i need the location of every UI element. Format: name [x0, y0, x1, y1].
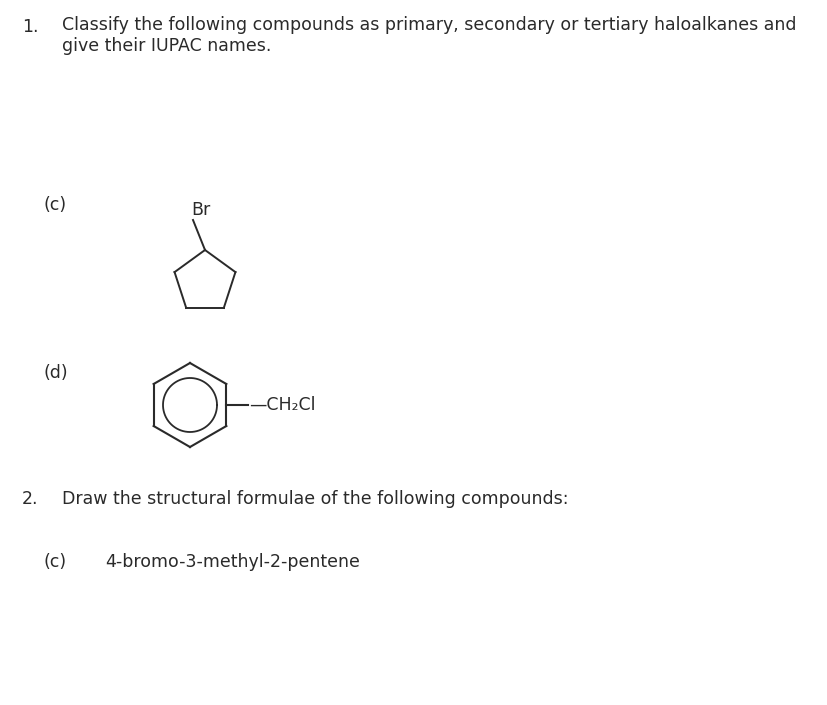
- Text: (d): (d): [44, 364, 69, 382]
- Text: 2.: 2.: [22, 490, 38, 508]
- Text: Br: Br: [191, 201, 210, 219]
- Text: 1.: 1.: [22, 18, 38, 36]
- Text: (c): (c): [44, 196, 67, 214]
- Text: give their IUPAC names.: give their IUPAC names.: [62, 37, 271, 55]
- Text: Classify the following compounds as primary, secondary or tertiary haloalkanes a: Classify the following compounds as prim…: [62, 16, 796, 34]
- Text: (c): (c): [44, 553, 67, 571]
- Text: Draw the structural formulae of the following compounds:: Draw the structural formulae of the foll…: [62, 490, 568, 508]
- Text: —CH₂Cl: —CH₂Cl: [249, 396, 315, 414]
- Text: 4-bromo-3-methyl-2-pentene: 4-bromo-3-methyl-2-pentene: [105, 553, 360, 571]
